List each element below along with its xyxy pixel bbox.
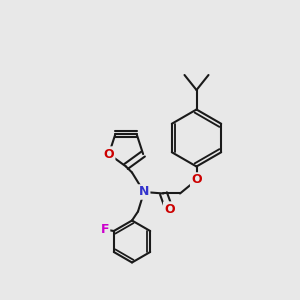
Text: O: O	[103, 148, 114, 160]
Text: O: O	[191, 173, 202, 187]
Text: O: O	[164, 202, 175, 216]
Text: N: N	[139, 185, 149, 199]
Text: F: F	[100, 223, 109, 236]
